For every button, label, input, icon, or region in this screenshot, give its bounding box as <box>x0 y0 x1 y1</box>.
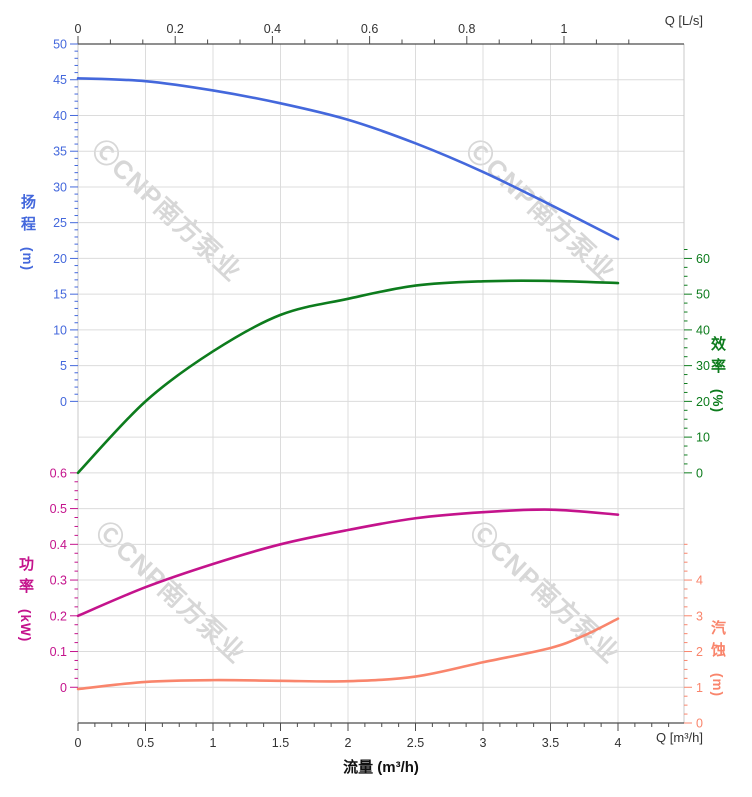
head-tick-label: 30 <box>53 180 67 194</box>
bottom-tick-label: 2.5 <box>407 736 424 750</box>
efficiency-curve <box>76 279 620 475</box>
npsh-axis-unit: (m) <box>710 673 725 697</box>
npsh-axis: 4 3 2 1 0 <box>684 543 703 731</box>
power-tick-label: 0.5 <box>50 502 67 516</box>
bottom-tick-label: 1.5 <box>272 736 289 750</box>
npsh-tick-label: 0 <box>696 717 703 731</box>
head-tick-label: 20 <box>53 252 67 266</box>
npsh-axis-name: 汽蚀 <box>709 620 726 664</box>
power-tick-label: 0 <box>60 681 67 695</box>
top-tick-label: 0.2 <box>167 22 184 36</box>
npsh-tick-label: 4 <box>696 574 703 588</box>
efficiency-axis-unit: (%) <box>710 389 725 413</box>
top-tick-label: 0.4 <box>264 22 281 36</box>
bottom-tick-label: 3 <box>480 736 487 750</box>
power-axis-title: 功率 (kW) <box>17 556 34 643</box>
head-tick-label: 15 <box>53 288 67 302</box>
head-tick-label: 45 <box>53 73 67 87</box>
head-axis-name: 扬程 <box>19 194 36 238</box>
efficiency-tick-label: 60 <box>696 252 710 266</box>
npsh-curve <box>76 617 620 691</box>
head-tick-label: 0 <box>60 395 67 409</box>
efficiency-tick-label: 50 <box>696 288 710 302</box>
head-tick-label: 50 <box>53 38 67 52</box>
top-axis: 0 0.2 0.4 0.6 0.8 1 <box>75 22 684 45</box>
top-tick-label: 0.6 <box>361 22 378 36</box>
power-tick-label: 0.4 <box>50 538 67 552</box>
efficiency-tick-label: 30 <box>696 359 710 373</box>
power-tick-label: 0.2 <box>50 609 67 623</box>
head-tick-label: 5 <box>60 359 67 373</box>
npsh-axis-title: 汽蚀 (m) <box>709 620 726 697</box>
bottom-tick-label: 0.5 <box>137 736 154 750</box>
efficiency-tick-label: 10 <box>696 431 710 445</box>
top-tick-label: 0 <box>75 22 82 36</box>
power-tick-label: 0.3 <box>50 574 67 588</box>
efficiency-axis: 60 50 40 30 20 10 0 <box>684 248 710 480</box>
head-tick-label: 40 <box>53 109 67 123</box>
head-tick-label: 35 <box>53 145 67 159</box>
top-axis-unit-label: Q [L/s] <box>664 13 703 28</box>
head-axis-unit: (m) <box>20 247 35 271</box>
power-axis: 0.6 0.5 0.4 0.3 0.2 0.1 0 <box>50 466 78 695</box>
bottom-tick-label: 2 <box>345 736 352 750</box>
bottom-axis-unit-label: Q [m³/h] <box>656 730 703 745</box>
efficiency-axis-name: 效率 <box>709 336 726 380</box>
bottom-tick-label: 4 <box>615 736 622 750</box>
npsh-tick-label: 3 <box>696 609 703 623</box>
bottom-axis: 0 0.5 1 1.5 2 2.5 3 3.5 4 <box>75 722 684 750</box>
power-tick-label: 0.6 <box>50 466 67 480</box>
flow-axis-title: 流量 (m³/h) <box>343 759 419 776</box>
efficiency-tick-label: 20 <box>696 395 710 409</box>
head-tick-label: 10 <box>53 323 67 337</box>
power-tick-label: 0.1 <box>50 645 67 659</box>
gridlines <box>77 44 685 723</box>
efficiency-tick-label: 0 <box>696 466 703 480</box>
head-tick-label: 25 <box>53 216 67 230</box>
npsh-tick-label: 2 <box>696 645 703 659</box>
power-curve <box>76 508 620 618</box>
bottom-tick-label: 3.5 <box>542 736 559 750</box>
top-tick-label: 1 <box>561 22 568 36</box>
bottom-tick-label: 0 <box>75 736 82 750</box>
efficiency-tick-label: 40 <box>696 323 710 337</box>
head-curve <box>76 77 620 241</box>
head-axis-title: 扬程 (m) <box>19 194 36 271</box>
npsh-tick-label: 1 <box>696 681 703 695</box>
top-tick-label: 0.8 <box>458 22 475 36</box>
power-axis-unit: (kW) <box>18 609 33 643</box>
curves <box>76 77 620 691</box>
power-axis-name: 功率 <box>17 556 34 600</box>
bottom-tick-label: 1 <box>210 736 217 750</box>
efficiency-axis-title: 效率 (%) <box>709 336 726 413</box>
